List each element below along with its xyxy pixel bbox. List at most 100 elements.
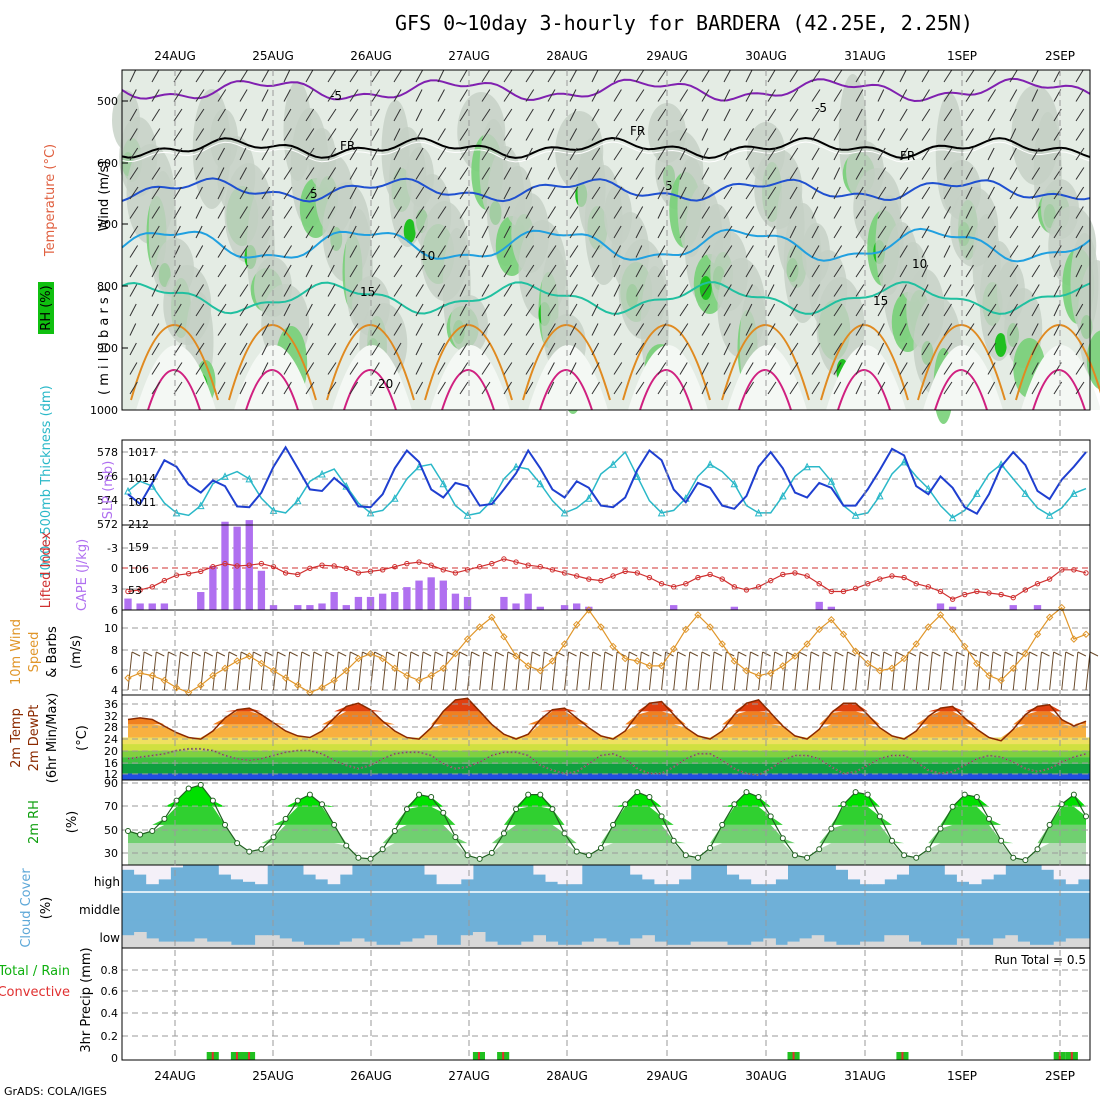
barb: [1053, 186, 1063, 200]
contour-25: [1032, 369, 1086, 411]
barb-flag-63: [895, 651, 905, 657]
barb: [217, 284, 227, 297]
cloud-high-43: [642, 865, 655, 880]
barb-flag-27: [459, 651, 468, 657]
barb: [327, 167, 337, 180]
top-date-7: 31AUG: [844, 49, 886, 63]
li-point-52: [755, 584, 762, 590]
li-point-7: [210, 564, 216, 570]
cloud-low-22: [388, 944, 401, 948]
barb: [525, 264, 535, 278]
contour-20: [820, 324, 909, 401]
tick-0.2: 0.2: [101, 1030, 119, 1043]
barb: [921, 89, 930, 102]
barb: [855, 381, 863, 395]
barb: [613, 108, 623, 122]
rh-point-2: [149, 828, 156, 834]
temp-fill-0: [128, 724, 1086, 738]
barb: [591, 108, 600, 122]
barb: [437, 245, 446, 258]
li-point-72: [998, 591, 1004, 598]
cloud-low-0: [122, 935, 135, 948]
barb-10m-22: [394, 651, 400, 691]
rh-point-23: [403, 806, 410, 813]
barb: [1031, 342, 1039, 356]
precip-label-b: Convective: [0, 985, 70, 1000]
cloud-high-4: [170, 865, 183, 868]
barb-flag-45: [677, 651, 686, 657]
barb: [195, 362, 205, 375]
rh-point-29: [476, 855, 483, 862]
contour-20: [130, 324, 219, 401]
rh-point-21: [379, 846, 386, 853]
li-point-6: [198, 568, 204, 575]
li-point-54: [780, 571, 786, 578]
barb: [195, 128, 205, 141]
barb: [217, 167, 225, 180]
bottom-date-5: 29AUG: [646, 1069, 688, 1083]
barb: [921, 128, 931, 141]
barb: [569, 225, 579, 239]
temp-fill-1: [128, 711, 1086, 725]
barb: [525, 342, 535, 356]
top-date-6: 30AUG: [745, 49, 787, 63]
barb: [1009, 323, 1018, 336]
barb: [415, 264, 425, 278]
tick-8: 8: [111, 644, 118, 657]
wind-point-20: [366, 650, 375, 658]
barb: [503, 225, 511, 239]
cloud-low-37: [569, 944, 583, 948]
barb-flag-72: [1004, 651, 1014, 657]
li-point-26: [440, 567, 446, 573]
barb: [437, 264, 446, 278]
cape-tick-106: 106: [128, 563, 149, 576]
thickness-point-10: [245, 474, 254, 483]
li-point-37: [573, 573, 580, 579]
barb: [305, 245, 314, 258]
barb: [239, 186, 248, 200]
cloud-low-34: [533, 935, 546, 948]
barb: [239, 264, 249, 278]
cape-bar-12: [269, 605, 278, 610]
barb: [1031, 128, 1040, 141]
barb: [789, 303, 798, 317]
barb: [459, 284, 467, 297]
bottom-date-9: 2SEP: [1045, 1069, 1075, 1083]
barb-flag-5: [192, 651, 201, 657]
barb: [151, 381, 161, 395]
rh-white: [628, 345, 708, 410]
barb: [833, 342, 842, 356]
barb: [701, 167, 710, 180]
barb: [965, 342, 975, 356]
barb: [745, 303, 753, 317]
barb: [635, 128, 645, 141]
slp-tick-1011: 1011: [128, 496, 156, 509]
barb: [745, 128, 754, 141]
li-point-66: [925, 584, 932, 590]
cloud-low-4: [170, 941, 183, 948]
cape-bar-50: [730, 606, 739, 610]
barb: [415, 186, 425, 200]
barb: [855, 186, 864, 200]
barb: [723, 303, 732, 317]
li-point-44: [658, 581, 665, 587]
barb: [679, 284, 689, 297]
cloud-low-8: [218, 941, 232, 948]
barb-flag-39: [604, 651, 614, 657]
barb: [261, 128, 269, 141]
barb: [635, 225, 643, 239]
barb: [635, 167, 644, 180]
barb: [459, 186, 469, 200]
barb: [1053, 225, 1063, 239]
barb-flag-67: [944, 651, 953, 657]
rh-point-1: [137, 831, 144, 838]
barb: [657, 108, 667, 122]
barb: [305, 128, 315, 141]
barb: [635, 245, 643, 258]
li-label: Lifted Index: [39, 531, 54, 608]
rh-point-24: [416, 791, 423, 798]
barb: [679, 69, 689, 83]
cape-bar-67: [936, 603, 945, 610]
cloud-high-64: [896, 865, 909, 875]
wind-point-34: [536, 667, 545, 675]
